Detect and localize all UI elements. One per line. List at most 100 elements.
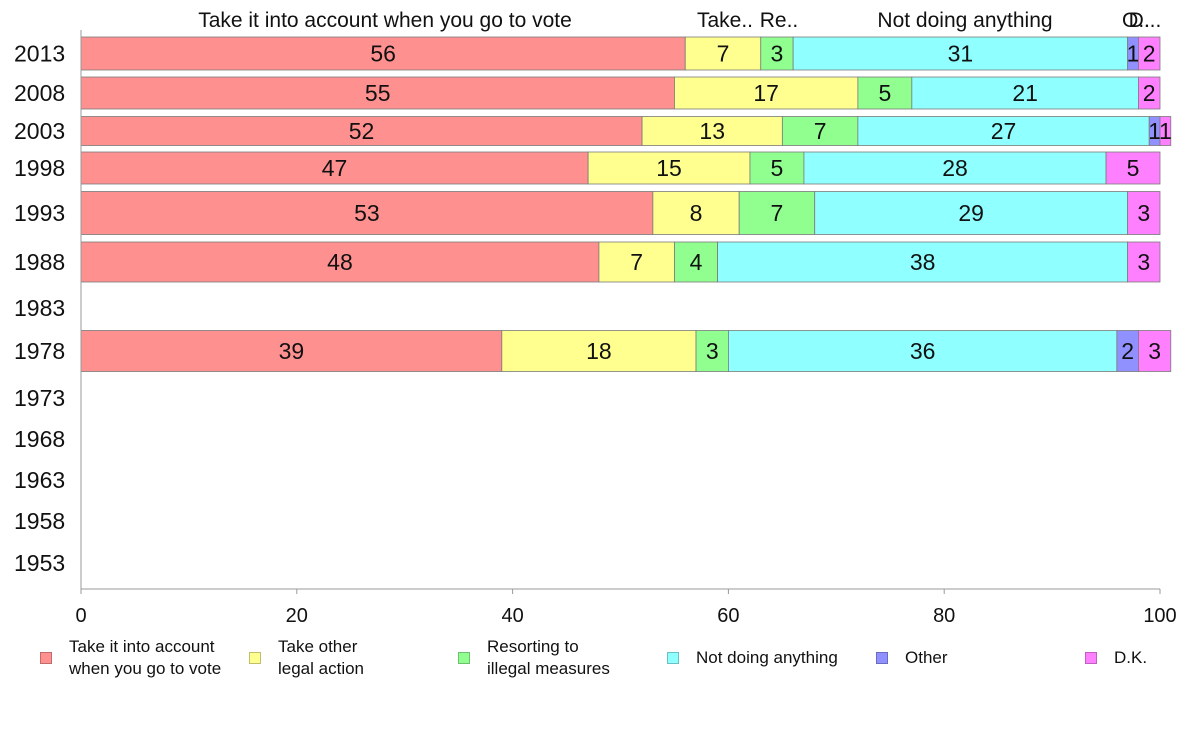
data-label: 4 <box>690 249 703 275</box>
y-tick-label: 2008 <box>14 80 65 106</box>
y-tick-label: 1988 <box>14 249 65 275</box>
data-label: 13 <box>699 118 725 144</box>
data-label: 2 <box>1143 80 1156 106</box>
chart-legend: Take it into account when you go to vote… <box>0 636 1188 696</box>
series-top-label: D... <box>1129 9 1162 32</box>
x-tick-label: 100 <box>1143 605 1176 627</box>
data-label: 3 <box>1137 249 1150 275</box>
data-label: 55 <box>365 80 391 106</box>
data-label: 5 <box>1127 155 1140 181</box>
bar-segment <box>1127 191 1161 235</box>
data-label: 31 <box>948 41 974 67</box>
legend-label: Other <box>905 648 948 667</box>
data-label: 17 <box>753 80 779 106</box>
bar-segment <box>857 116 1150 146</box>
bar-segment <box>1138 76 1161 110</box>
bar-segment <box>792 36 1129 71</box>
data-label: 15 <box>656 155 682 181</box>
bar-segment <box>80 36 686 71</box>
bar-segment <box>781 116 859 146</box>
legend-swatch <box>458 652 470 664</box>
bar-segment <box>598 241 675 283</box>
series-top-label: Take it into account when you go to vote <box>198 9 572 32</box>
x-tick-label: 20 <box>286 605 308 627</box>
bar-segment <box>674 241 719 283</box>
data-label: 7 <box>630 249 643 275</box>
data-label: 27 <box>991 118 1017 144</box>
bar-segment <box>1127 241 1161 283</box>
y-tick-label: 1978 <box>14 338 65 364</box>
data-label: 1 <box>1148 118 1161 144</box>
data-label: 7 <box>717 41 730 67</box>
legend-swatch <box>667 652 679 664</box>
y-tick-label: 2003 <box>14 118 65 144</box>
y-tick-label: 1958 <box>14 508 65 534</box>
bar-segment <box>80 241 600 283</box>
legend-label: Not doing anything <box>696 648 838 667</box>
y-tick-label: 1968 <box>14 426 65 452</box>
bar-segment <box>857 76 913 110</box>
bar-segment <box>641 116 783 146</box>
legend-item: Not doing anything <box>667 636 838 669</box>
legend-swatch <box>876 652 888 664</box>
y-tick-label: 1973 <box>14 385 65 411</box>
data-label: 29 <box>958 200 984 226</box>
data-label: 5 <box>878 80 891 106</box>
legend-label: Resorting to illegal measures <box>487 637 610 678</box>
bar-segment <box>1138 330 1172 372</box>
data-label: 18 <box>586 338 612 364</box>
bar-segment <box>674 76 859 110</box>
data-label: 52 <box>349 118 375 144</box>
data-label: 7 <box>814 118 827 144</box>
x-tick-label: 80 <box>933 605 955 627</box>
data-label: 38 <box>910 249 936 275</box>
data-label: 2 <box>1121 338 1134 364</box>
series-top-label: Take.. <box>697 9 753 32</box>
x-tick-label: 60 <box>717 605 739 627</box>
bar-segment <box>738 191 816 235</box>
legend-swatch <box>40 652 52 664</box>
y-tick-label: 1993 <box>14 200 65 226</box>
legend-label: Take other legal action <box>278 637 365 678</box>
bar-segment <box>1105 151 1161 185</box>
data-label: 5 <box>771 155 784 181</box>
y-tick-label: 1953 <box>14 550 65 576</box>
data-label: 7 <box>771 200 784 226</box>
bar-segment <box>1159 116 1172 146</box>
legend-label: D.K. <box>1114 648 1148 667</box>
data-label: 48 <box>327 249 353 275</box>
series-top-label: O.. <box>1122 9 1150 32</box>
data-label: 36 <box>910 338 936 364</box>
series-top-label: Not doing anything <box>877 9 1052 32</box>
bar-segment <box>1138 36 1161 71</box>
x-tick-label: 40 <box>501 605 523 627</box>
bar-segment <box>80 76 675 110</box>
data-label: 28 <box>942 155 968 181</box>
data-label: 1 <box>1159 118 1172 144</box>
data-label: 21 <box>1012 80 1038 106</box>
bar-segment <box>80 191 654 235</box>
bar-segment <box>695 330 729 372</box>
bar-segment <box>501 330 697 372</box>
bar-segment <box>814 191 1129 235</box>
data-label: 8 <box>690 200 703 226</box>
bar-segment <box>803 151 1107 185</box>
data-label: 39 <box>279 338 305 364</box>
data-label: 1 <box>1127 41 1140 67</box>
bar-segment <box>717 241 1129 283</box>
y-tick-label: 2013 <box>14 41 65 67</box>
bar-segment <box>911 76 1139 110</box>
bar-segment <box>80 330 503 372</box>
y-tick-label: 1998 <box>14 155 65 181</box>
legend-label: Take it into account when you go to vote <box>69 637 222 678</box>
data-label: 3 <box>1148 338 1161 364</box>
bar-segment <box>684 36 762 71</box>
data-label: 3 <box>771 41 784 67</box>
data-label: 2 <box>1143 41 1156 67</box>
data-label: 56 <box>370 41 396 67</box>
legend-swatch <box>249 652 261 664</box>
data-label: 3 <box>1137 200 1150 226</box>
bar-segment <box>760 36 794 71</box>
legend-item: D.K. <box>1085 636 1147 669</box>
y-tick-label: 1963 <box>14 467 65 493</box>
